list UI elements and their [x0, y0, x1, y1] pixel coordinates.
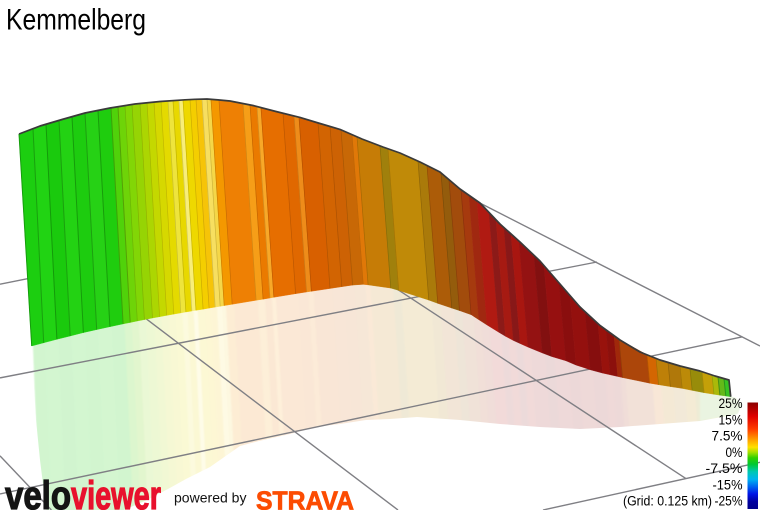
svg-text:25%: 25%: [719, 396, 743, 412]
svg-text:powered by: powered by: [174, 490, 247, 506]
svg-text:velo: velo: [5, 474, 71, 510]
svg-text:STRAVA: STRAVA: [256, 486, 354, 510]
svg-text:15%: 15%: [719, 412, 743, 428]
svg-text:-15%: -15%: [713, 477, 743, 493]
svg-text:Kemmelberg: Kemmelberg: [6, 4, 146, 37]
svg-text:-7.5%: -7.5%: [706, 461, 743, 477]
svg-text:0%: 0%: [726, 445, 743, 461]
svg-text:-25%: -25%: [715, 494, 743, 510]
svg-text:viewer: viewer: [71, 474, 161, 510]
svg-text:(Grid: 0.125 km): (Grid: 0.125 km): [623, 494, 712, 510]
svg-text:7.5%: 7.5%: [712, 429, 743, 445]
